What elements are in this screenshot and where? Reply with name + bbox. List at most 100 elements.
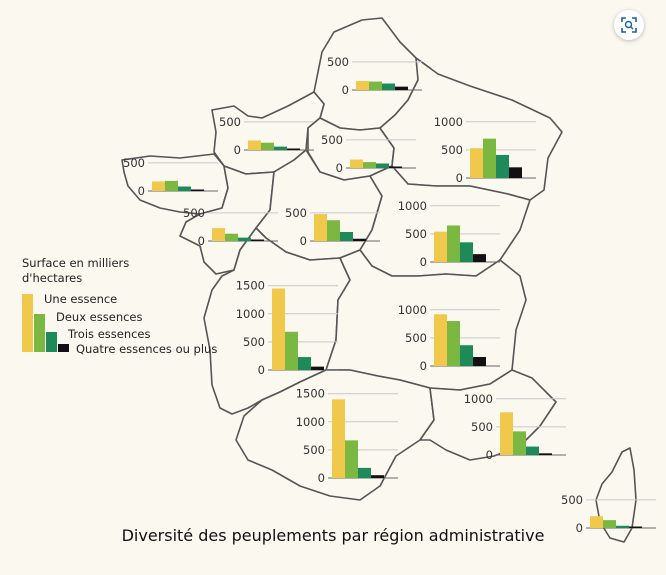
- bar-occitanie-2: [345, 440, 358, 478]
- chart-bars: [152, 81, 642, 528]
- tick-label-centre-val-de-loire-500: 500: [285, 206, 307, 220]
- bar-auvergne-rhone-alpes-2: [447, 321, 460, 366]
- tick-label-auvergne-rhone-alpes-1000: 1000: [398, 303, 427, 317]
- bar-pays-de-la-loire-1: [212, 228, 225, 241]
- bar-auvergne-rhone-alpes-4: [473, 357, 486, 366]
- tick-label-bretagne-0: 0: [138, 184, 145, 198]
- tick-label-grand-est-0: 0: [456, 171, 463, 185]
- bar-centre-val-de-loire-1: [314, 214, 327, 241]
- bar-occitanie-3: [358, 467, 371, 478]
- tick-label-ile-de-france-500: 500: [321, 133, 343, 147]
- bar-provence-alpes-cote-d-azur-4: [539, 453, 552, 455]
- bar-nouvelle-aquitaine-3: [298, 357, 311, 370]
- tick-label-occitanie-1500: 1500: [296, 387, 325, 401]
- bar-auvergne-rhone-alpes-3: [460, 345, 473, 366]
- chart-tick-labels: 0 500 0 500 0 500 0 500 1000 0 500 0 500 0 500 0 500 1000…: [123, 55, 583, 535]
- bar-bourgogne-franche-comte-3: [460, 242, 473, 262]
- tick-label-bourgogne-franche-comte-0: 0: [420, 255, 427, 269]
- tick-label-bretagne-500: 500: [123, 156, 145, 170]
- bar-ile-de-france-3: [376, 163, 389, 168]
- bar-hauts-de-france-2: [369, 81, 382, 90]
- bar-corse-3: [616, 525, 629, 528]
- tick-label-nouvelle-aquitaine-0: 0: [258, 363, 265, 377]
- bar-auvergne-rhone-alpes-1: [434, 314, 447, 366]
- tick-label-grand-est-500: 500: [441, 143, 463, 157]
- tick-label-normandie-500: 500: [219, 115, 241, 129]
- bar-bourgogne-franche-comte-4: [473, 254, 486, 262]
- bar-bourgogne-franche-comte-1: [434, 231, 447, 262]
- bar-nouvelle-aquitaine-2: [285, 331, 298, 370]
- tick-label-nouvelle-aquitaine-1500: 1500: [236, 279, 265, 293]
- bar-corse-1: [590, 516, 603, 528]
- legend-swatch-four: [58, 344, 69, 352]
- tick-label-centre-val-de-loire-0: 0: [300, 234, 307, 248]
- bar-provence-alpes-cote-d-azur-2: [513, 431, 526, 455]
- bar-bretagne-2: [165, 180, 178, 191]
- bar-grand-est-1: [470, 148, 483, 178]
- legend-label-one: Une essence: [44, 292, 118, 306]
- bar-centre-val-de-loire-3: [340, 232, 353, 241]
- bar-bretagne-3: [178, 186, 191, 191]
- tick-label-nouvelle-aquitaine-500: 500: [243, 335, 265, 349]
- legend-swatch-one: [22, 294, 33, 352]
- tick-label-pays-de-la-loire-500: 500: [183, 206, 205, 220]
- legend-swatch-two: [34, 314, 45, 352]
- bar-pays-de-la-loire-3: [238, 237, 251, 241]
- bar-nouvelle-aquitaine-1: [272, 288, 285, 370]
- tick-label-normandie-0: 0: [234, 143, 241, 157]
- tick-label-auvergne-rhone-alpes-0: 0: [420, 359, 427, 373]
- legend-title-line1: Surface en milliers: [22, 256, 130, 270]
- bar-occitanie-1: [332, 399, 345, 478]
- tick-label-provence-alpes-cote-d-azur-500: 500: [471, 420, 493, 434]
- bar-ile-de-france-4: [389, 166, 402, 168]
- tick-label-bourgogne-franche-comte-1000: 1000: [398, 199, 427, 213]
- bar-normandie-1: [248, 140, 261, 150]
- tick-label-hauts-de-france-0: 0: [342, 83, 349, 97]
- bar-provence-alpes-cote-d-azur-3: [526, 446, 539, 455]
- bar-occitanie-4: [371, 475, 384, 478]
- bar-nouvelle-aquitaine-4: [311, 366, 324, 370]
- bar-hauts-de-france-4: [395, 86, 408, 90]
- tick-label-occitanie-500: 500: [303, 443, 325, 457]
- tick-label-hauts-de-france-500: 500: [327, 55, 349, 69]
- legend-label-three: Trois essences: [68, 327, 151, 341]
- bar-centre-val-de-loire-2: [327, 220, 340, 241]
- tick-label-bourgogne-franche-comte-500: 500: [405, 227, 427, 241]
- bar-grand-est-3: [496, 154, 509, 178]
- tick-label-provence-alpes-cote-d-azur-0: 0: [486, 448, 493, 462]
- bar-corse-2: [603, 520, 616, 528]
- bar-normandie-4: [287, 148, 300, 150]
- tick-label-grand-est-1000: 1000: [434, 115, 463, 129]
- bar-grand-est-4: [509, 167, 522, 178]
- legend-title: Surface en milliers d'hectares: [22, 256, 142, 286]
- expand-button[interactable]: [614, 10, 644, 40]
- bar-bourgogne-franche-comte-2: [447, 225, 460, 262]
- expand-scan-icon: [621, 17, 637, 33]
- bar-provence-alpes-cote-d-azur-1: [500, 412, 513, 455]
- legend-label-four: Quatre essences ou plus: [76, 342, 218, 356]
- bar-pays-de-la-loire-2: [225, 233, 238, 241]
- tick-label-provence-alpes-cote-d-azur-1000: 1000: [464, 392, 493, 406]
- bar-bretagne-4: [191, 189, 204, 191]
- tick-label-occitanie-0: 0: [318, 471, 325, 485]
- region-corse: [595, 447, 637, 543]
- tick-label-nouvelle-aquitaine-1000: 1000: [236, 307, 265, 321]
- bar-centre-val-de-loire-4: [353, 238, 366, 241]
- bar-ile-de-france-2: [363, 162, 376, 168]
- bar-grand-est-2: [483, 138, 496, 178]
- region-outlines: [121, 17, 637, 543]
- legend-title-line2: d'hectares: [22, 271, 83, 285]
- map-title: Diversité des peuplements par région adm…: [121, 526, 545, 545]
- bar-corse-4: [629, 526, 642, 528]
- legend-label-two: Deux essences: [56, 310, 143, 324]
- tick-label-corse-0: 0: [576, 521, 583, 535]
- tick-label-corse-500: 500: [561, 493, 583, 507]
- tick-label-pays-de-la-loire-0: 0: [198, 234, 205, 248]
- legend-swatch-three: [46, 332, 57, 352]
- tick-label-occitanie-1000: 1000: [296, 415, 325, 429]
- bar-normandie-3: [274, 146, 287, 150]
- tick-label-ile-de-france-0: 0: [336, 161, 343, 175]
- tick-label-auvergne-rhone-alpes-500: 500: [405, 331, 427, 345]
- bar-bretagne-1: [152, 181, 165, 191]
